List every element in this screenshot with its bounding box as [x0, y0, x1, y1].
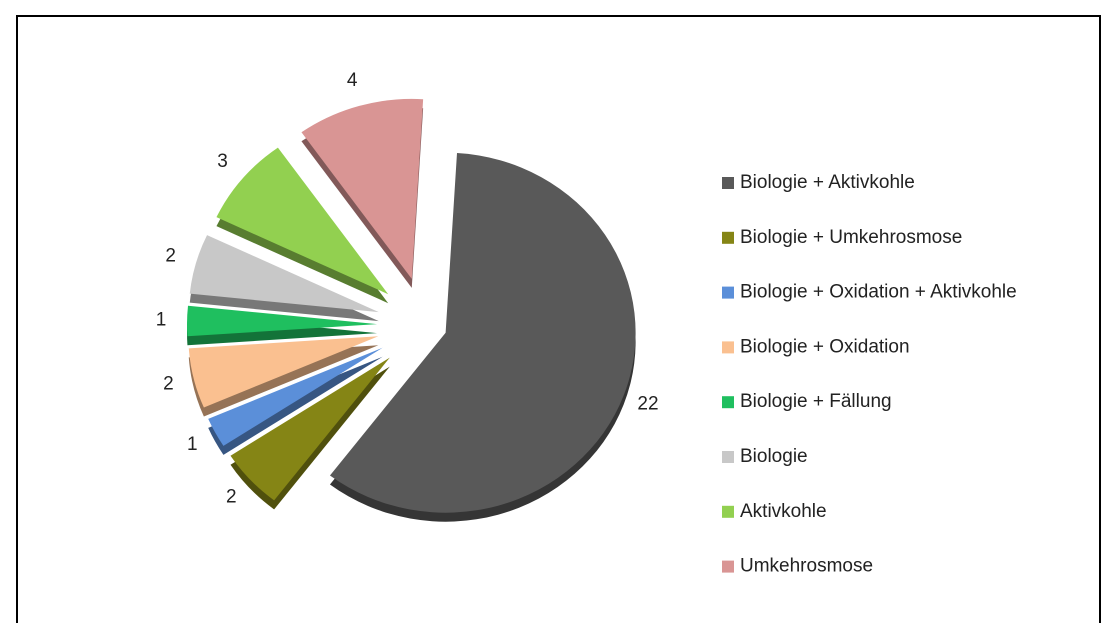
data-label: 2 [226, 487, 237, 508]
legend-swatch [722, 286, 734, 299]
slice [189, 235, 379, 313]
slice [230, 357, 390, 501]
data-label: 2 [165, 246, 176, 267]
slice [301, 98, 424, 279]
legend-label: Biologie + Aktivkohle [740, 172, 915, 193]
legend-label: Biologie + Oxidation + Aktivkohle [740, 282, 1017, 303]
legend-label: Biologie + Umkehrosmose [740, 227, 962, 248]
data-label: 1 [156, 310, 167, 331]
data-label: 2 [163, 374, 174, 395]
legend-swatch [722, 177, 734, 189]
legend-swatch [722, 396, 734, 409]
slice-side [208, 356, 383, 455]
legend-swatch [722, 231, 734, 244]
data-label: 4 [347, 70, 358, 91]
data-label: 3 [217, 151, 228, 172]
data-label: 22 [637, 394, 658, 415]
data-label: 1 [187, 434, 198, 455]
legend-label: Umkehrosmose [740, 556, 873, 577]
legend-label: Biologie [740, 446, 808, 467]
slice [188, 336, 379, 408]
legend-swatch [722, 505, 734, 518]
legend-swatch [722, 341, 734, 354]
legend-swatch [722, 560, 734, 573]
slice [216, 147, 389, 295]
legend-label: Biologie + Oxidation [740, 336, 910, 357]
slice [208, 347, 383, 446]
legend-label: Biologie + Fällung [740, 391, 892, 412]
slice [187, 305, 378, 337]
legend-swatch [722, 451, 734, 463]
slice [329, 153, 636, 513]
legend-label: Aktivkohle [740, 501, 827, 522]
legend: Biologie + Aktivkohle Biologie + Umkehros… [722, 172, 1017, 577]
